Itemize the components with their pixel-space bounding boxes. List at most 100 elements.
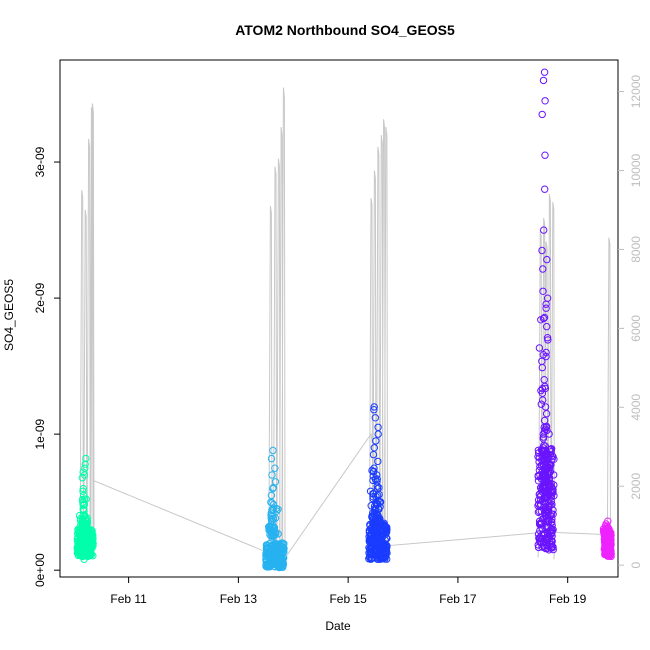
x-tick-label: Feb 19 (549, 592, 587, 606)
data-point (548, 526, 556, 535)
data-point (541, 382, 549, 391)
data-point (267, 454, 276, 463)
data-point (545, 476, 553, 484)
data-point (540, 68, 549, 76)
data-point (267, 498, 275, 506)
data-point (539, 430, 547, 438)
data-point (543, 322, 551, 331)
data-point (269, 514, 278, 523)
data-point (534, 541, 542, 549)
data-point (535, 344, 544, 352)
data-point (602, 528, 611, 536)
altitude-trace-5 (603, 237, 612, 560)
data-point (543, 334, 552, 342)
series-5 (599, 517, 615, 561)
data-point (539, 435, 547, 443)
data-point (267, 532, 275, 540)
data-point (74, 546, 82, 555)
y-tick-label: 1e-09 (33, 418, 47, 449)
data-point (535, 534, 544, 542)
data-point (542, 300, 550, 308)
data-point (541, 451, 549, 459)
x-axis: Feb 11 Feb 13 Feb 15 Feb 17 Feb 19 (110, 577, 587, 606)
data-point (370, 505, 379, 513)
data-point (546, 540, 554, 549)
data-point (81, 460, 89, 468)
data-point (377, 552, 385, 561)
data-point (78, 474, 87, 482)
data-point (80, 539, 88, 547)
data-point (271, 557, 279, 566)
data-point (538, 246, 546, 255)
x-tick-label: Feb 11 (110, 592, 147, 606)
connector-line (93, 432, 612, 560)
data-point (542, 304, 550, 312)
data-point (544, 536, 552, 544)
data-point (378, 533, 386, 541)
data-point (383, 555, 391, 563)
data-point (545, 501, 553, 509)
data-point (550, 492, 558, 500)
data-point (541, 97, 549, 105)
data-point (544, 505, 552, 513)
data-point (267, 523, 276, 531)
data-point (372, 531, 380, 539)
data-point (538, 357, 546, 365)
data-point (538, 468, 546, 476)
altitude-trace-1 (76, 103, 95, 560)
data-point (369, 518, 377, 527)
data-point (265, 523, 273, 531)
y-axis-label: SO4_GEOS5 (2, 279, 16, 351)
data-point (381, 544, 390, 552)
data-point (368, 550, 376, 559)
series-2 (262, 446, 288, 572)
data-point (537, 519, 545, 528)
data-point (271, 464, 279, 472)
data-point (368, 539, 377, 547)
altitude-trace-3 (368, 119, 389, 560)
data-point (370, 535, 378, 543)
data-point (86, 547, 94, 556)
data-point (274, 505, 282, 513)
data-point (373, 491, 382, 500)
data-point (542, 458, 550, 466)
data-point (88, 539, 97, 547)
data-point (74, 551, 83, 560)
y-tick-label: 3e-09 (33, 146, 47, 177)
y-axis: 0e+00 1e-09 2e-09 3e-09 (33, 146, 60, 587)
data-point (542, 483, 550, 491)
data-point (372, 498, 380, 506)
data-point (539, 76, 548, 85)
data-point (371, 525, 379, 534)
data-point (82, 454, 90, 463)
data-point (602, 550, 611, 558)
data-point (80, 491, 88, 500)
data-point (370, 406, 378, 414)
data-point (80, 555, 88, 563)
data-point (542, 410, 551, 418)
data-point (269, 505, 277, 513)
x-axis-label: Date (325, 619, 351, 633)
data-point (542, 519, 550, 527)
data-point (278, 543, 287, 551)
data-point (541, 151, 549, 159)
plot-frame (59, 59, 619, 578)
data-point (269, 552, 277, 561)
data-point (539, 265, 547, 273)
data-point (603, 546, 612, 554)
data-point (367, 555, 375, 563)
data-point (78, 495, 87, 504)
data-point (269, 446, 277, 455)
data-point (542, 348, 550, 357)
data-point (374, 430, 382, 438)
y2-tick-label: 10000 (629, 153, 643, 187)
data-point (383, 525, 391, 534)
altitude-lines (76, 87, 612, 560)
data-point (540, 313, 549, 322)
data-point (545, 546, 553, 554)
data-point (383, 523, 391, 531)
data-point (548, 529, 556, 538)
altitude-trace-4 (537, 194, 555, 560)
data-point (535, 507, 543, 515)
